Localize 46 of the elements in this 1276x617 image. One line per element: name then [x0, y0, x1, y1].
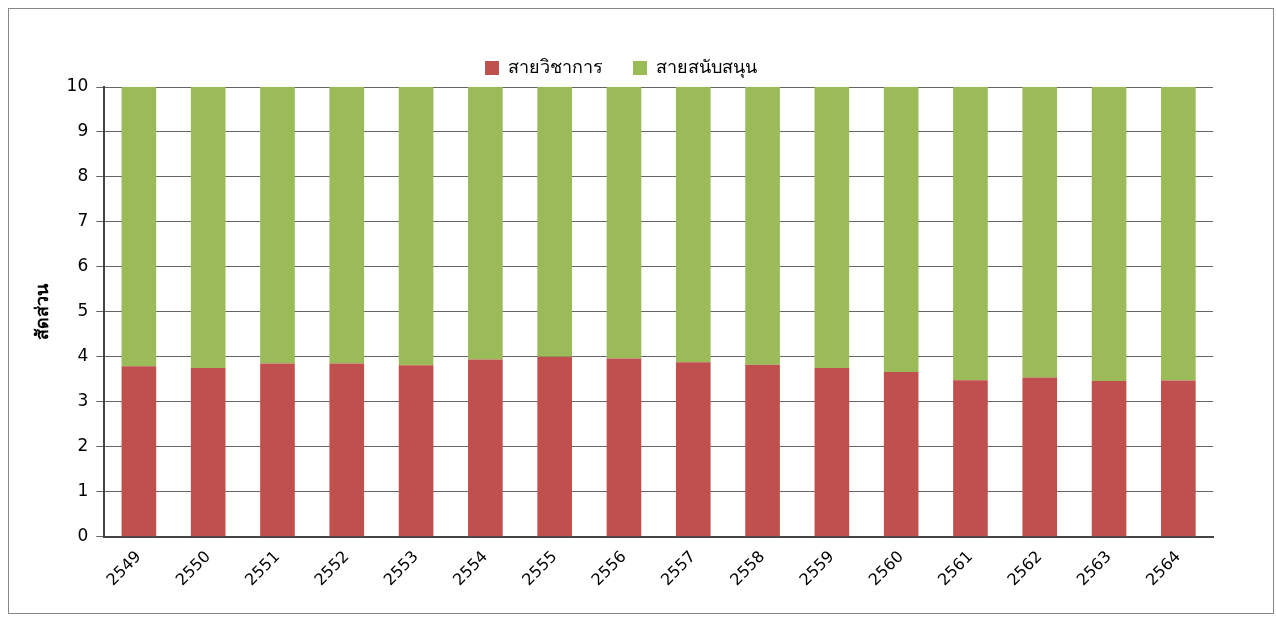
- bar: [1091, 381, 1127, 537]
- bar: [121, 87, 157, 367]
- bar: [190, 368, 226, 537]
- bar: [260, 363, 295, 537]
- y-tick-label: 8: [77, 165, 89, 186]
- legend-label: สายสนับสนุน: [656, 55, 757, 78]
- bar: [883, 372, 919, 537]
- bar: [883, 87, 919, 373]
- y-tick-label: 3: [77, 390, 89, 411]
- y-tick-label: 1: [77, 480, 89, 501]
- bar: [468, 87, 503, 360]
- y-tick-label: 0: [77, 525, 89, 546]
- bar: [537, 356, 572, 537]
- y-tick-label: 10: [66, 75, 89, 96]
- bar: [606, 358, 642, 537]
- y-tick-label: 4: [77, 345, 89, 366]
- y-axis-title: สัดส่วน: [31, 282, 53, 340]
- bar: [1022, 87, 1058, 378]
- bar: [190, 87, 226, 369]
- bar: [1161, 87, 1196, 381]
- bar: [745, 364, 780, 537]
- y-tick-label: 5: [77, 300, 89, 321]
- y-tick-label: 7: [77, 210, 89, 231]
- y-tick-label: 6: [77, 255, 89, 276]
- bar: [745, 87, 780, 365]
- y-tick-label: 9: [77, 120, 89, 141]
- bar: [1022, 377, 1058, 537]
- bar: [1161, 380, 1196, 537]
- y-tick-label: 2: [77, 435, 89, 456]
- bar: [953, 87, 988, 381]
- bar: [260, 87, 295, 364]
- bar: [537, 87, 572, 357]
- bar: [953, 380, 988, 537]
- bar: [814, 87, 850, 369]
- bar: [1091, 87, 1127, 382]
- bar: [398, 87, 434, 366]
- bar: [398, 365, 434, 537]
- bar: [675, 87, 711, 363]
- bar: [468, 359, 503, 537]
- bar: [121, 366, 157, 537]
- bar: [329, 87, 365, 364]
- bar: [675, 362, 711, 537]
- bar: [814, 368, 850, 537]
- bar: [606, 87, 642, 359]
- bar: [329, 363, 365, 537]
- legend-label: สายวิชาการ: [508, 55, 603, 77]
